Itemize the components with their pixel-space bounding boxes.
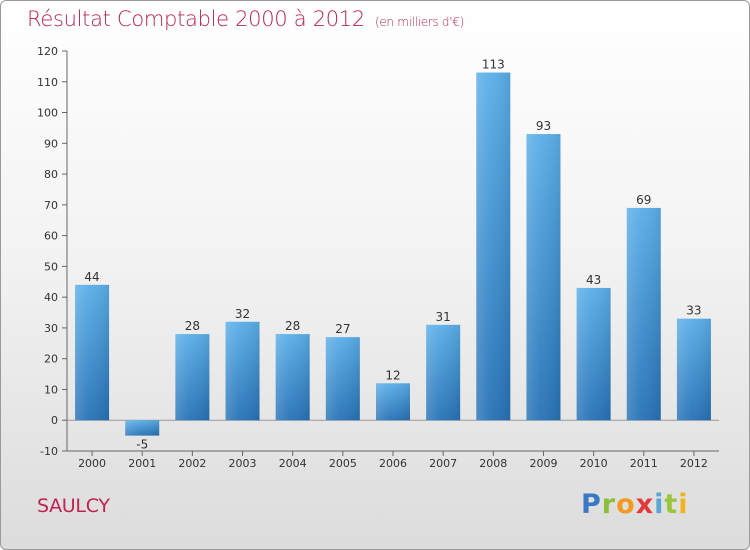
bar-shine	[426, 324, 461, 421]
bar-shine	[225, 321, 260, 421]
proxiti-logo[interactable]: Proxiti	[581, 489, 689, 520]
x-tick-label: 2008	[479, 457, 507, 470]
data-label: 33	[686, 304, 701, 318]
x-tick-label: 2011	[630, 457, 658, 470]
logo-letter: i	[678, 489, 689, 520]
data-label: 69	[636, 193, 651, 207]
chart-title: Résultat Comptable 2000 à 2012 (en millie…	[27, 7, 464, 31]
x-tick-label: 2009	[529, 457, 557, 470]
data-label: 44	[84, 270, 99, 284]
bar-shine	[325, 337, 360, 421]
data-label: 113	[482, 58, 505, 72]
place-name: SAULCY	[37, 495, 110, 517]
data-label: 27	[335, 322, 350, 336]
y-tick-label: 50	[44, 260, 58, 273]
y-tick-label: -10	[40, 445, 58, 458]
data-label: 43	[586, 273, 601, 287]
y-tick-label: 90	[44, 137, 58, 150]
data-label: 93	[536, 119, 551, 133]
y-tick-label: 40	[44, 291, 58, 304]
logo-letter: o	[616, 489, 636, 520]
x-tick-label: 2006	[379, 457, 407, 470]
x-tick-label: 2005	[329, 457, 357, 470]
data-label: 31	[436, 310, 451, 324]
bar-shine	[476, 72, 511, 421]
data-label: 28	[285, 319, 300, 333]
y-tick-label: 120	[37, 45, 58, 58]
y-tick-label: 70	[44, 199, 58, 212]
x-tick-label: 2001	[128, 457, 156, 470]
bar-shine	[576, 287, 611, 421]
bar-shine	[626, 207, 661, 421]
y-tick-label: 20	[44, 353, 58, 366]
bar-shine	[676, 318, 711, 421]
x-tick-label: 2012	[680, 457, 708, 470]
y-tick-label: 10	[44, 383, 58, 396]
logo-letter: t	[664, 489, 679, 520]
bar-shine	[75, 284, 110, 421]
x-tick-label: 2004	[279, 457, 307, 470]
chart-subtitle: (en milliers d'€)	[374, 15, 464, 29]
y-tick-label: 80	[44, 168, 58, 181]
y-tick-label: 30	[44, 322, 58, 335]
bar-shine	[376, 383, 410, 421]
bar-shine	[175, 334, 210, 421]
bar-shine	[526, 134, 561, 421]
x-tick-label: 2003	[229, 457, 257, 470]
x-tick-label: 2010	[580, 457, 608, 470]
bar-shine	[275, 334, 310, 421]
logo-letter: r	[601, 489, 617, 520]
data-label: 12	[385, 368, 400, 382]
x-tick-label: 2002	[178, 457, 206, 470]
logo-letter: i	[654, 489, 665, 520]
y-tick-label: 100	[37, 107, 58, 120]
y-tick-label: 60	[44, 230, 58, 243]
logo-letter: P	[581, 489, 602, 520]
y-tick-label: 110	[37, 76, 58, 89]
data-label: -5	[136, 438, 148, 452]
chart-title-text: Résultat Comptable 2000 à 2012	[27, 7, 365, 31]
data-label: 28	[185, 319, 200, 333]
y-tick-label: 0	[51, 414, 58, 427]
x-tick-label: 2000	[78, 457, 106, 470]
data-label: 32	[235, 307, 250, 321]
x-tick-label: 2007	[429, 457, 457, 470]
bar-shine	[125, 420, 160, 436]
logo-letter: x	[635, 489, 655, 520]
